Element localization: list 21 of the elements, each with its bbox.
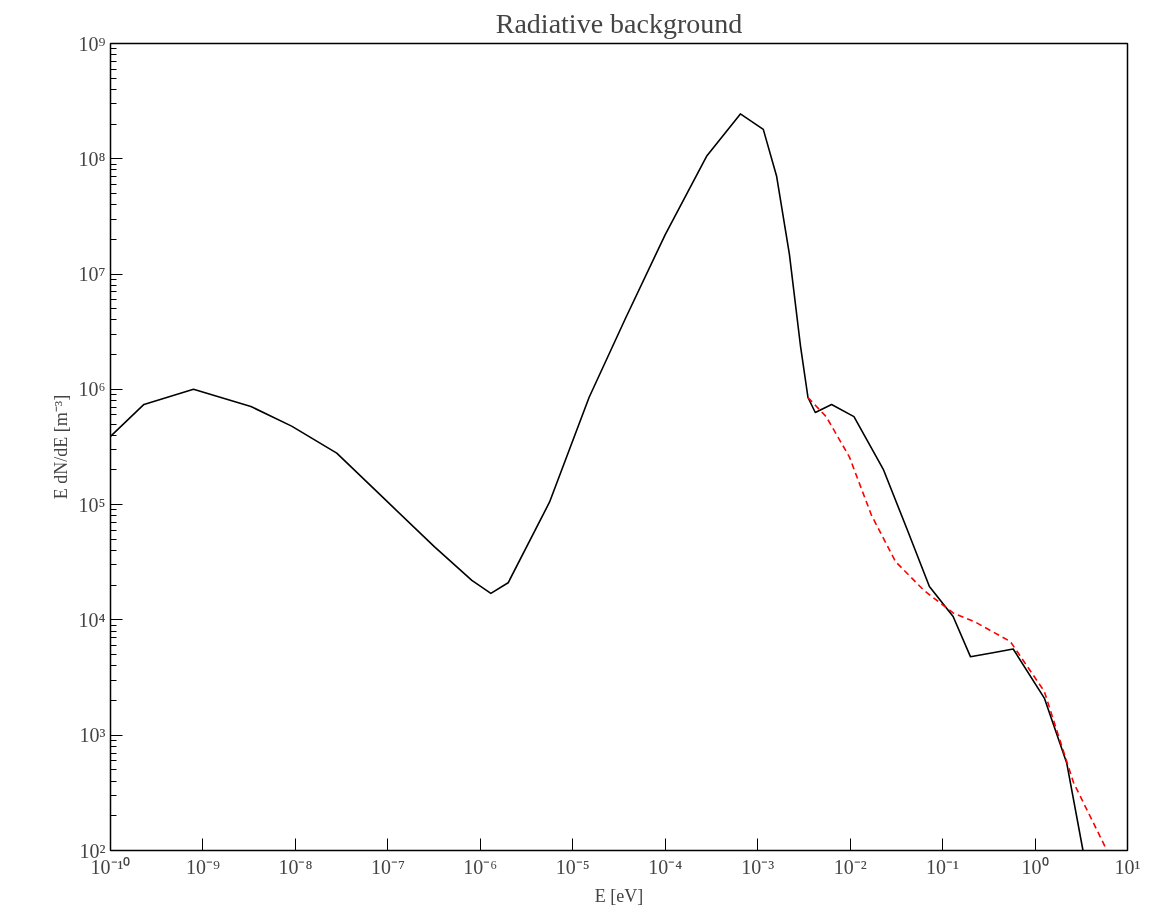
x-tick-label: 10⁻⁷ <box>370 855 405 878</box>
y-tick-label: 10⁶ <box>78 378 106 401</box>
x-axis-title: E [eV] <box>594 885 644 906</box>
x-tick-label: 10⁰ <box>1021 855 1049 878</box>
x-tick-label: 10⁻⁸ <box>278 855 313 878</box>
x-tick-label: 10⁻³ <box>741 855 775 878</box>
x-tick-label: 10⁻² <box>833 855 867 878</box>
x-tick-label: 10⁻¹ <box>926 855 960 878</box>
x-tick-label: 10⁻⁵ <box>555 855 590 878</box>
chart-title: Radiative background <box>495 7 743 39</box>
y-tick-label: 10⁷ <box>78 263 106 286</box>
x-tick-label: 10⁻⁴ <box>648 855 683 878</box>
y-tick-label: 10³ <box>79 724 106 747</box>
y-tick-label: 10⁸ <box>78 147 106 170</box>
y-tick-label: 10⁹ <box>78 32 106 55</box>
y-tick-label: 10⁵ <box>78 493 106 516</box>
x-tick-label: 10⁻⁹ <box>185 855 220 878</box>
x-tick-label: 10¹ <box>1114 855 1141 878</box>
y-axis-title: E dN/dE [m⁻³] <box>50 394 71 500</box>
x-tick-label: 10⁻⁶ <box>463 855 498 878</box>
y-tick-label: 10⁴ <box>78 608 106 631</box>
